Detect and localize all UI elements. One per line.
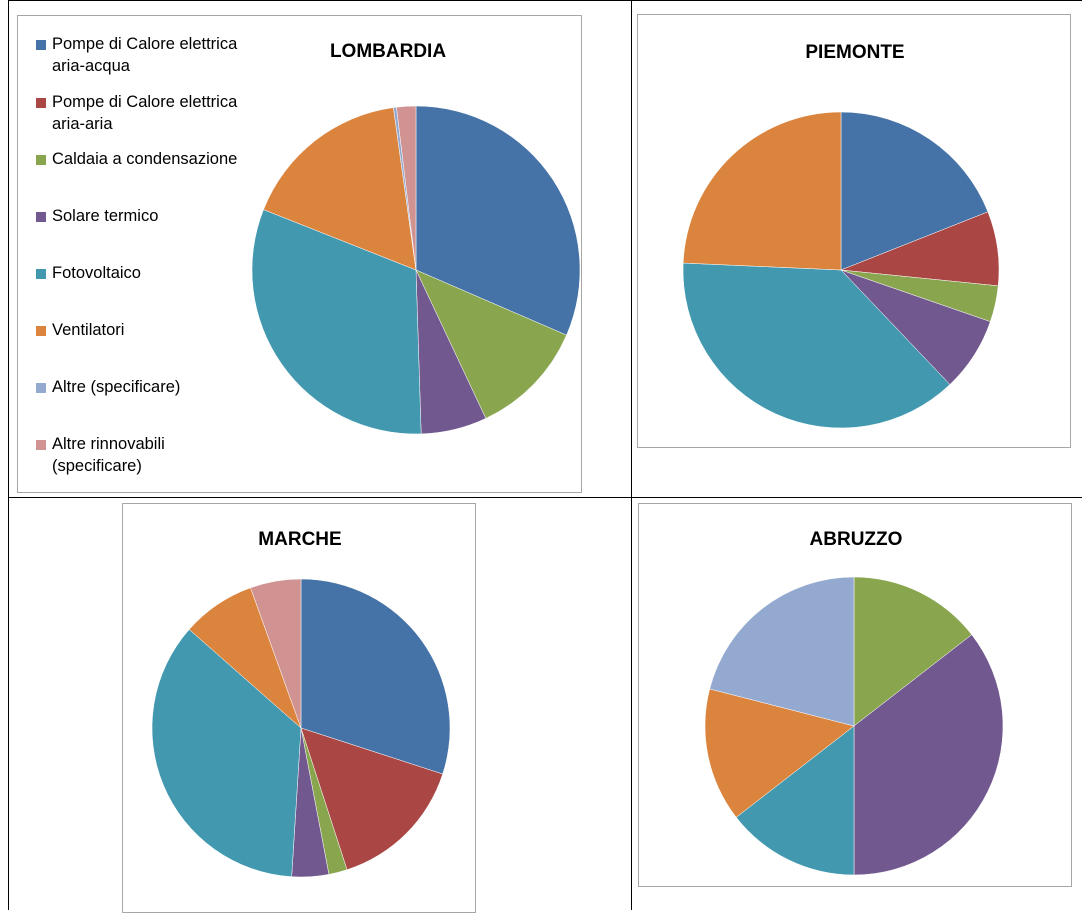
pie-slice-marche-4: [151, 629, 302, 877]
pie-slice-piemonte-0: [840, 111, 989, 271]
legend-swatch: [36, 326, 46, 336]
legend-label: Ventilatori: [52, 321, 125, 339]
legend-swatch: [36, 40, 46, 50]
pie-slice-lombardia-5: [263, 107, 417, 271]
legend-item: Altre (specificare): [36, 376, 242, 398]
pie-marche: [151, 578, 451, 878]
pie-slice-piemonte-4: [682, 262, 951, 429]
chart-title-piemonte: PIEMONTE: [805, 42, 905, 63]
chart-title-abruzzo: ABRUZZO: [809, 529, 903, 550]
legend-swatch: [36, 269, 46, 279]
legend-swatch: [36, 212, 46, 222]
pie-slice-marche-0: [300, 578, 451, 775]
legend-swatch: [36, 383, 46, 393]
pie-piemonte: [682, 111, 1000, 429]
legend-label: Altre (specificare): [52, 378, 181, 396]
legend-item: Fotovoltaico: [36, 262, 242, 284]
pie-slice-marche-1: [300, 727, 444, 871]
legend-item: Solare termico: [36, 205, 242, 227]
pie-lombardia: [251, 105, 581, 435]
legend-swatch: [36, 98, 46, 108]
pie-slice-piemonte-5: [682, 111, 842, 271]
pie-slice-lombardia-0: [415, 105, 581, 336]
legend-item: Pompe di Calore elettrica aria-aria: [36, 91, 242, 135]
pie-slice-abruzzo-3: [853, 634, 1004, 876]
pie-slice-abruzzo-5: [704, 688, 855, 818]
table-border-middle: [631, 0, 632, 910]
legend-swatch: [36, 155, 46, 165]
legend-label: Altre rinnovabili (specificare): [52, 435, 165, 475]
pie-slice-abruzzo-2: [853, 576, 973, 727]
pie-slice-marche-7: [250, 578, 302, 729]
pie-slice-abruzzo-4: [735, 725, 855, 876]
pie-slice-lombardia-2: [415, 269, 567, 419]
chart-title-lombardia: LOMBARDIA: [329, 41, 447, 62]
legend-item: Ventilatori: [36, 319, 242, 341]
legend-label: Pompe di Calore elettrica aria-acqua: [52, 35, 238, 75]
legend-label: Pompe di Calore elettrica aria-aria: [52, 93, 238, 133]
pie-slice-abruzzo-6: [709, 576, 855, 727]
pie-abruzzo: [704, 576, 1004, 876]
legend-item: Caldaia a condensazione: [36, 148, 242, 170]
legend-label: Solare termico: [52, 207, 159, 225]
legend-item: Pompe di Calore elettrica aria-acqua: [36, 33, 242, 77]
table-border-left: [8, 0, 9, 910]
pie-slice-lombardia-7: [396, 105, 417, 271]
table-border-row: [8, 497, 1082, 498]
legend-label: Caldaia a condensazione: [52, 150, 238, 168]
pie-slice-lombardia-4: [251, 209, 422, 435]
legend-label: Fotovoltaico: [52, 264, 141, 282]
table-border-top: [8, 0, 1082, 1]
legend-swatch: [36, 440, 46, 450]
chart-title-marche: MARCHE: [258, 529, 342, 550]
legend-item: Altre rinnovabili (specificare): [36, 433, 242, 477]
